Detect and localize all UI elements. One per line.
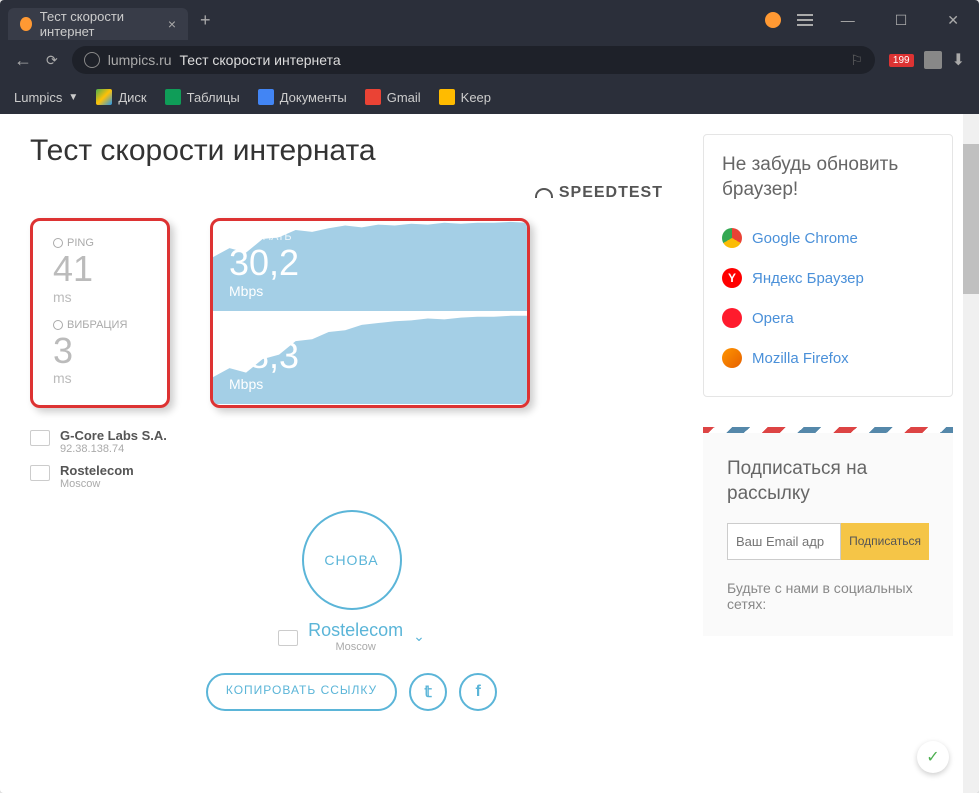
download-label: СКАЧАТЬ (229, 231, 511, 243)
again-button[interactable]: СНОВА (302, 510, 402, 610)
scrollbar[interactable] (963, 114, 979, 793)
email-input[interactable] (727, 523, 841, 560)
browser-firefox[interactable]: Mozilla Firefox (722, 338, 934, 378)
server-ip: 92.38.138.74 (60, 443, 167, 455)
isp-icon (30, 465, 50, 481)
close-button[interactable]: ✕ (935, 12, 971, 29)
globe-icon (84, 52, 100, 68)
url-page: Тест скорости интернета (180, 52, 341, 68)
bookmark-lumpics[interactable]: Lumpics▼ (14, 90, 78, 105)
server-icon (30, 430, 50, 446)
bookmark-disk[interactable]: Диск (96, 89, 146, 105)
twitter-button[interactable]: 𝕥 (409, 673, 447, 711)
upload-label: ЗАГРУЗИТЬ (229, 324, 511, 336)
tab-favicon (20, 17, 32, 31)
bookmark-docs[interactable]: Документы (258, 89, 347, 105)
isp-select-name: Rostelecom (308, 620, 403, 641)
extension-badge[interactable]: 199 (889, 54, 914, 67)
upload-value: 38,3 (229, 336, 511, 376)
browser-window: Тест скорости интернет × + — ☐ ✕ ← ⟳ lum… (0, 0, 979, 793)
bookmark-bar: Lumpics▼ Диск Таблицы Документы Gmail Ke… (0, 80, 979, 114)
address-bar: ← ⟳ lumpics.ru Тест скорости интернета ⚐… (0, 40, 979, 80)
download-section: СКАЧАТЬ 30,2 Mbps (213, 221, 527, 313)
page-content: Тест скорости интерната SPEEDTEST PING 4… (0, 114, 979, 793)
social-text: Будьте с нами в социальных сетях: (727, 580, 929, 612)
url-field[interactable]: lumpics.ru Тест скорости интернета ⚐ (72, 46, 875, 74)
update-browser-card: Не забудь обновить браузер! Google Chrom… (703, 134, 953, 397)
server-name: G-Core Labs S.A. (60, 428, 167, 443)
main-column: Тест скорости интерната SPEEDTEST PING 4… (0, 114, 703, 793)
tab-close-icon[interactable]: × (168, 16, 176, 32)
sheets-icon (165, 89, 181, 105)
isp-selector[interactable]: Rostelecom Moscow ⌄ (30, 620, 673, 653)
browser-yandex[interactable]: YЯндекс Браузер (722, 258, 934, 298)
bookmark-flag-icon[interactable]: ⚐ (850, 52, 863, 69)
subscribe-card: Подписаться на рассылку Подписаться Будь… (703, 427, 953, 635)
isp-select-city: Moscow (308, 641, 403, 653)
opera-icon (722, 308, 742, 328)
subscribe-title: Подписаться на рассылку (727, 457, 929, 506)
extension-icon[interactable] (924, 51, 942, 69)
jitter-unit: ms (53, 370, 147, 386)
firefox-icon (722, 348, 742, 368)
extension-dot-icon[interactable] (765, 12, 781, 28)
browser-chrome[interactable]: Google Chrome (722, 218, 934, 258)
yandex-icon: Y (722, 268, 742, 288)
subscribe-button[interactable]: Подписаться (841, 523, 929, 560)
page-title: Тест скорости интерната (30, 134, 673, 168)
tab-title: Тест скорости интернет (40, 9, 160, 39)
ping-unit: ms (53, 289, 147, 305)
jitter-label: ВИБРАЦИЯ (53, 319, 147, 331)
update-title: Не забудь обновить браузер! (722, 153, 934, 202)
download-value: 30,2 (229, 243, 511, 283)
menu-icon[interactable] (797, 14, 813, 26)
bookmark-tables[interactable]: Таблицы (165, 89, 240, 105)
chrome-icon (722, 228, 742, 248)
bookmark-gmail[interactable]: Gmail (365, 89, 421, 105)
browser-opera[interactable]: Opera (722, 298, 934, 338)
maximize-button[interactable]: ☐ (883, 12, 920, 29)
new-tab-button[interactable]: + (200, 10, 211, 31)
drive-icon (96, 89, 112, 105)
upload-section: ЗАГРУЗИТЬ 38,3 Mbps (213, 313, 527, 405)
server-info: G-Core Labs S.A. 92.38.138.74 Rostelecom… (30, 428, 673, 490)
back-button[interactable]: ← (14, 50, 32, 71)
speedtest-brand: SPEEDTEST (535, 184, 663, 202)
bookmark-keep[interactable]: Keep (439, 89, 491, 105)
download-unit: Mbps (229, 283, 511, 299)
speed-card: СКАЧАТЬ 30,2 Mbps ЗАГРУЗИТЬ 38,3 Mbps (210, 218, 530, 408)
scroll-thumb[interactable] (963, 144, 979, 294)
titlebar: Тест скорости интернет × + — ☐ ✕ (0, 0, 979, 40)
jitter-value: 3 (53, 331, 147, 371)
docs-icon (258, 89, 274, 105)
url-domain: lumpics.ru (108, 52, 172, 68)
minimize-button[interactable]: — (829, 12, 867, 28)
download-icon[interactable]: ⬇ (952, 50, 965, 70)
gmail-icon (365, 89, 381, 105)
refresh-button[interactable]: ⟳ (46, 52, 58, 69)
facebook-button[interactable]: f (459, 673, 497, 711)
verified-badge-icon[interactable]: ✓ (917, 741, 949, 773)
isp-select-icon (278, 630, 298, 646)
chevron-down-icon: ⌄ (413, 628, 425, 645)
isp-name: Rostelecom (60, 463, 134, 478)
upload-unit: Mbps (229, 376, 511, 392)
isp-city: Moscow (60, 478, 134, 490)
keep-icon (439, 89, 455, 105)
copy-link-button[interactable]: КОПИРОВАТЬ ССЫЛКУ (206, 673, 397, 711)
ping-jitter-card: PING 41 ms ВИБРАЦИЯ 3 ms (30, 218, 170, 408)
sidebar: Не забудь обновить браузер! Google Chrom… (703, 114, 963, 793)
gauge-icon (535, 188, 553, 198)
ping-value: 41 (53, 249, 147, 289)
browser-tab[interactable]: Тест скорости интернет × (8, 8, 188, 40)
